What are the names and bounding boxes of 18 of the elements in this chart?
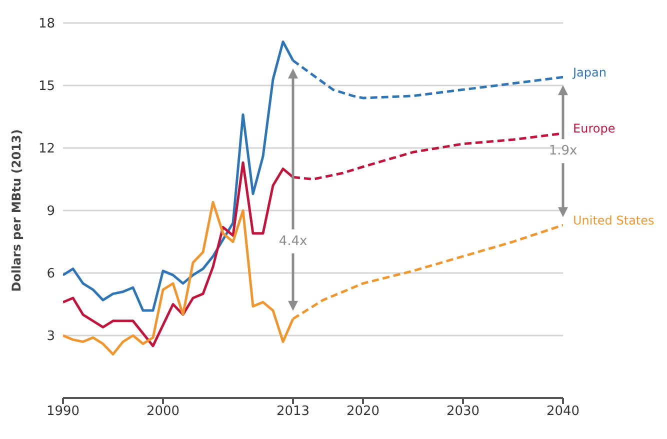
x-tick-label: 1990 (46, 404, 80, 420)
y-tick-label: 3 (46, 329, 55, 344)
x-tick-label: 2020 (346, 404, 380, 420)
y-tick-label: 9 (46, 204, 55, 220)
series-label: United States (573, 213, 654, 228)
y-tick-label: 18 (38, 16, 55, 32)
y-tick-label: 6 (46, 266, 55, 282)
annotation: 1.9x (548, 144, 578, 159)
x-tick-label: 2030 (446, 404, 480, 420)
x-tick-label: 2000 (146, 404, 180, 420)
series-label: Japan (572, 65, 606, 80)
series-label: Europe (573, 122, 616, 136)
x-tick-label: 2013 (276, 404, 310, 420)
y-tick-label: 12 (38, 142, 55, 157)
x-tick-label: 2040 (546, 404, 580, 420)
y-tick-label: 15 (38, 79, 55, 94)
y-axis-title: Dollars per MBtu (2013) (9, 129, 24, 292)
annotation: 4.4x (278, 234, 308, 249)
